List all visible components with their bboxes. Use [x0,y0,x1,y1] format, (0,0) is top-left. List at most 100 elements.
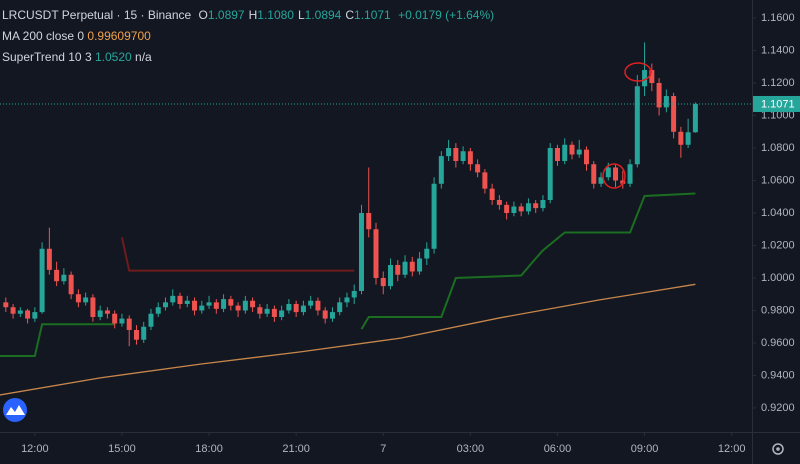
x-tick-label: 21:00 [282,443,310,455]
legend-row: LRCUSDT Perpetual · 15 · Binance O1.0897… [2,5,494,26]
candle-body [83,297,89,303]
legend-row: MA 200 close 0 0.99609700 [2,26,494,47]
annotation-circle [624,62,652,82]
x-tick-label: 7 [380,443,386,455]
candle-body [627,164,633,184]
candle-body [453,148,459,162]
candle-body [17,310,23,314]
y-tick-label: 1.1600 [761,12,795,24]
candle-body [562,144,568,162]
candle-body [584,149,590,165]
symbol-title: LRCUSDT Perpetual · 15 · Binance [2,8,192,22]
candle-body [279,310,285,317]
candle-body [569,144,575,155]
candle-body [373,229,379,278]
candle-body [671,96,677,132]
candle-body [329,312,335,319]
candle-body [46,248,52,270]
candle-body [293,303,299,313]
x-tick-label: 12:00 [718,443,746,455]
ohlc-label: H [248,8,258,22]
candle-body [685,132,691,145]
candle-body [257,307,263,314]
candle-body [300,305,306,313]
candle-body [97,310,103,317]
y-tick-label: 0.9800 [761,304,795,316]
candle-body [286,303,292,311]
x-tick-label: 15:00 [108,443,136,455]
candle-body [649,70,655,84]
candle-body [90,297,96,317]
candle-body [431,183,437,249]
candle-body [315,300,321,311]
candle-body [525,203,531,212]
candle-body [634,86,640,165]
candle-body [402,261,408,275]
ohlc-label: L [297,8,305,22]
candle-body [598,177,604,184]
candle-body [162,302,168,308]
moving-average-line [0,283,696,396]
candle-body [518,206,524,212]
candle-body [271,308,277,317]
candle-body [119,318,125,324]
candle-body [192,300,198,311]
candle-body [504,204,510,213]
candle-body [10,307,16,314]
candle-body [482,172,488,189]
candle-body [25,310,31,319]
candle-body [395,264,401,275]
candle-body [489,188,495,200]
x-tick-label: 09:00 [631,443,659,455]
x-tick-label: 03:00 [457,443,485,455]
candle-body [184,300,190,304]
candle-body [656,83,662,108]
ohlc-value: 1.0894 [304,8,342,22]
candle-body [228,299,234,306]
candle-body [141,326,147,340]
indicator-value: 1.0520 [94,50,132,64]
legend: LRCUSDT Perpetual · 15 · Binance O1.0897… [2,5,494,68]
supertrend-line [0,323,115,357]
candle-body [112,313,118,324]
ohlc-label: C [345,8,355,22]
candle-body [547,148,553,200]
legend-row: SuperTrend 10 3 1.0520 n/a [2,47,494,68]
candle-body [496,199,502,205]
candle-body [242,300,248,311]
candle-body [68,274,74,295]
logo [3,398,27,422]
candle-body [467,151,473,165]
candle-body [605,167,611,178]
candle-body [540,199,546,209]
candle-body [155,307,161,314]
y-tick-label: 1.0200 [761,239,795,251]
indicator-value: 0.99609700 [87,29,151,43]
y-tick-label: 0.9200 [761,402,795,414]
candle-body [3,302,9,308]
candle-body [61,274,67,282]
ohlc-value: 1.0897 [207,8,245,22]
indicator-label: SuperTrend 10 3 [2,50,92,64]
candle-body [133,329,139,340]
settings-icon[interactable] [772,443,784,455]
candle-body [663,96,669,108]
candle-body [366,212,372,230]
last-price-tag [753,95,800,112]
candle-body [642,70,648,87]
candle-body [199,305,205,311]
indicator-label: MA 200 close 0 [2,29,85,43]
candle-body [591,164,597,184]
y-tick-label: 1.1200 [761,77,795,89]
candle-body [678,131,684,145]
candle-body [32,312,38,319]
candle-body [54,269,60,282]
plot-area [0,42,752,396]
change: +0.0179 (+1.64%) [398,8,495,22]
candle-body [344,297,350,303]
candle-body [511,206,517,213]
candle-body [126,318,132,330]
ohlc-value: 1.1080 [257,8,294,22]
candle-body [438,156,444,184]
